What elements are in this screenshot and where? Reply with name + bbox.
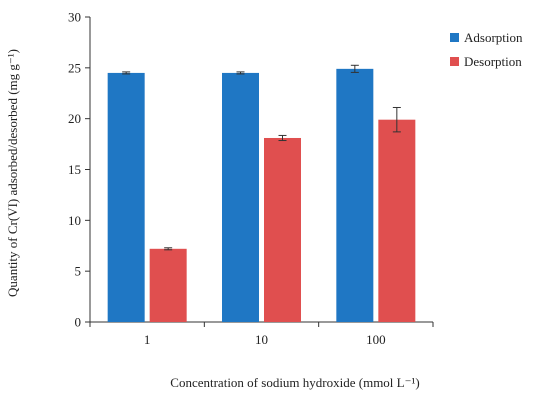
y-axis: 0 5 10 15 20 25 30 [68,10,91,330]
bars [107,68,416,323]
y-tick-label: 15 [68,162,81,177]
x-axis-title: Concentration of sodium hydroxide (mmol … [170,375,419,390]
y-tick-label: 25 [68,60,81,75]
legend-label-desorption: Desorption [464,54,522,69]
y-axis-title: Quantity of Cr(VI) adsorbed/desorbed (mg… [5,49,20,297]
x-tick-label: 10 [255,332,268,347]
legend-swatch-adsorption [450,33,459,42]
x-tick-label: 100 [366,332,386,347]
error-bars [122,64,401,251]
bar-desorption [149,248,187,322]
bar-desorption [378,119,416,322]
bar-adsorption [107,72,145,323]
x-axis: 1 10 100 [89,321,434,347]
legend-label-adsorption: Adsorption [464,30,523,45]
legend-swatch-desorption [450,57,459,66]
y-tick-label: 20 [68,111,81,126]
y-tick-label: 10 [68,213,81,228]
x-tick-label: 1 [144,332,151,347]
y-tick-label: 5 [75,264,82,279]
legend: Adsorption Desorption [450,30,523,69]
y-tick-label: 30 [68,10,81,25]
y-tick-label: 0 [75,315,82,330]
bar-adsorption [336,68,374,322]
bar-adsorption [222,72,259,323]
bar-desorption [264,137,301,322]
